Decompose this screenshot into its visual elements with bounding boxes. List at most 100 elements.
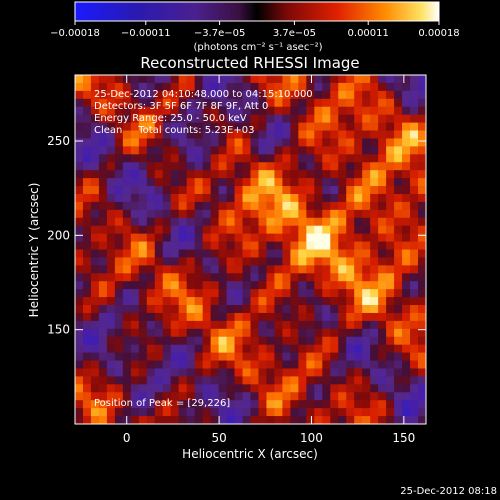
heatmap-cell bbox=[186, 75, 196, 84]
heatmap-cell bbox=[114, 146, 124, 155]
heatmap-cell bbox=[122, 170, 132, 179]
heatmap-cell bbox=[402, 392, 411, 401]
heatmap-cell bbox=[378, 273, 387, 282]
heatmap-cell bbox=[410, 360, 419, 369]
heatmap-cell bbox=[130, 98, 140, 108]
heatmap-cell bbox=[394, 328, 403, 338]
heatmap-cell bbox=[330, 392, 339, 401]
heatmap-cell bbox=[362, 186, 371, 195]
heatmap-cell bbox=[266, 360, 275, 369]
heatmap-cell bbox=[210, 106, 219, 116]
heatmap-cell bbox=[210, 82, 219, 92]
heatmap-cell bbox=[314, 225, 323, 235]
heatmap-cell bbox=[274, 400, 283, 409]
heatmap-cell bbox=[290, 130, 299, 139]
heatmap-cell bbox=[186, 265, 196, 274]
heatmap-cell bbox=[90, 360, 100, 369]
heatmap-cell bbox=[410, 209, 419, 219]
heatmap-cell bbox=[338, 138, 347, 147]
heatmap-cell bbox=[75, 416, 84, 424]
heatmap-cell bbox=[106, 376, 116, 385]
heatmap-cell bbox=[162, 273, 172, 282]
heatmap-cell bbox=[402, 360, 411, 369]
heatmap-cell bbox=[154, 336, 164, 346]
heatmap-cell bbox=[250, 201, 259, 211]
heatmap-cell bbox=[250, 289, 259, 298]
heatmap-cell bbox=[122, 233, 132, 242]
heatmap-cell bbox=[138, 75, 148, 84]
heatmap-cell bbox=[138, 162, 148, 171]
heatmap-cell bbox=[90, 170, 100, 179]
heatmap-cell bbox=[138, 217, 148, 227]
heatmap-cell bbox=[138, 297, 148, 306]
heatmap-cell bbox=[266, 392, 275, 401]
heatmap-cell bbox=[82, 384, 92, 393]
heatmap-cell bbox=[322, 186, 331, 195]
heatmap-cell bbox=[226, 400, 235, 409]
heatmap-cell bbox=[394, 114, 403, 123]
heatmap-cell bbox=[234, 114, 243, 123]
heatmap-cell bbox=[250, 305, 259, 314]
heatmap-cell bbox=[354, 416, 363, 424]
heatmap-cell bbox=[338, 336, 347, 346]
heatmap-cell bbox=[98, 360, 108, 369]
heatmap-cell bbox=[162, 328, 172, 338]
heatmap-cell bbox=[75, 122, 84, 131]
heatmap-cell bbox=[298, 138, 307, 147]
heatmap-cell bbox=[330, 170, 339, 179]
heatmap-cell bbox=[298, 186, 307, 195]
heatmap-cell bbox=[226, 344, 235, 354]
heatmap-cell bbox=[418, 297, 426, 306]
heatmap-cell bbox=[90, 249, 100, 258]
heatmap-cell bbox=[394, 130, 403, 139]
heatmap-cell bbox=[178, 146, 188, 155]
heatmap-cell bbox=[378, 265, 387, 274]
heatmap-cell bbox=[210, 225, 219, 235]
heatmap-cell bbox=[266, 257, 275, 266]
heatmap-cell bbox=[162, 241, 172, 250]
heatmap-cell bbox=[98, 289, 108, 298]
heatmap-cell bbox=[394, 75, 403, 84]
heatmap-cell bbox=[75, 392, 84, 401]
heatmap-cell bbox=[178, 162, 188, 171]
heatmap-cell bbox=[106, 249, 116, 258]
heatmap-cell bbox=[210, 98, 219, 108]
heatmap-cell bbox=[226, 98, 235, 108]
heatmap-cell bbox=[162, 249, 172, 258]
heatmap-cell bbox=[146, 360, 156, 369]
heatmap-cell bbox=[322, 305, 331, 314]
heatmap-cell bbox=[106, 130, 116, 139]
heatmap-cell bbox=[170, 146, 180, 155]
heatmap-cell bbox=[338, 201, 347, 211]
heatmap-cell bbox=[418, 90, 426, 100]
heatmap-cell bbox=[242, 336, 251, 346]
heatmap-cell bbox=[322, 209, 331, 219]
heatmap-cell bbox=[154, 352, 164, 361]
heatmap-cell bbox=[306, 392, 315, 401]
heatmap-cell bbox=[322, 408, 331, 417]
heatmap-cell bbox=[322, 273, 331, 282]
heatmap-cell bbox=[98, 98, 108, 108]
heatmap-cell bbox=[354, 312, 363, 322]
heatmap-cell bbox=[378, 241, 387, 250]
heatmap-cell bbox=[410, 297, 419, 306]
heatmap-cell bbox=[194, 328, 204, 338]
heatmap-cell bbox=[154, 392, 164, 401]
heatmap-cell bbox=[362, 217, 371, 227]
heatmap-cell bbox=[154, 289, 164, 298]
heatmap-cell bbox=[258, 193, 267, 203]
heatmap-cell bbox=[306, 122, 315, 131]
heatmap-cell bbox=[290, 257, 299, 266]
heatmap-cell bbox=[298, 360, 307, 369]
heatmap-cell bbox=[178, 328, 188, 338]
colorbar-tick-label: 3.7e−05 bbox=[273, 28, 316, 39]
heatmap-cell bbox=[98, 249, 108, 258]
heatmap-cell bbox=[306, 257, 315, 266]
heatmap-cell bbox=[194, 305, 204, 314]
heatmap-cell bbox=[314, 170, 323, 179]
heatmap-cell bbox=[298, 90, 307, 100]
heatmap-cell bbox=[346, 225, 355, 235]
heatmap-cell bbox=[402, 305, 411, 314]
heatmap-cell bbox=[98, 209, 108, 219]
heatmap-cell bbox=[90, 233, 100, 242]
